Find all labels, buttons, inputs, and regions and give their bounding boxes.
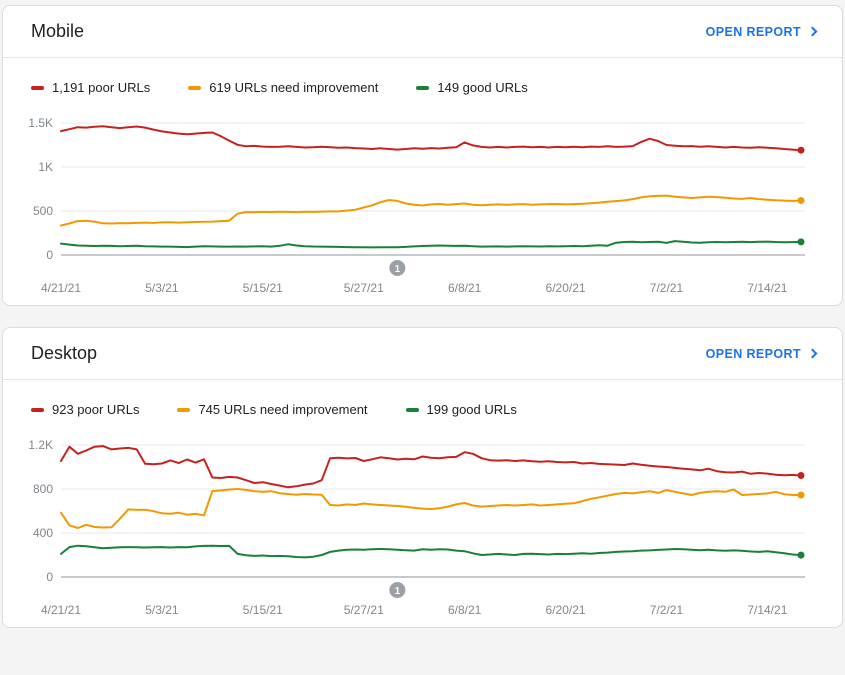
open-report-link[interactable]: OPEN REPORT bbox=[705, 346, 818, 361]
page-title: Desktop bbox=[31, 343, 98, 363]
legend-item-needs-improvement: 619 URLs need improvement bbox=[188, 80, 378, 95]
svg-text:1K: 1K bbox=[38, 160, 53, 174]
svg-text:7/2/21: 7/2/21 bbox=[650, 603, 684, 617]
svg-text:7/14/21: 7/14/21 bbox=[747, 603, 787, 617]
needs-improvement-swatch-icon bbox=[188, 85, 202, 90]
legend-label: 199 good URLs bbox=[426, 402, 517, 417]
svg-text:7/14/21: 7/14/21 bbox=[747, 281, 787, 295]
svg-text:5/27/21: 5/27/21 bbox=[344, 603, 384, 617]
svg-text:4/21/21: 4/21/21 bbox=[41, 603, 81, 617]
open-report-label: OPEN REPORT bbox=[705, 346, 801, 361]
svg-text:5/3/21: 5/3/21 bbox=[145, 281, 179, 295]
desktop-card-header: Desktop OPEN REPORT bbox=[3, 328, 842, 380]
legend-item-good: 149 good URLs bbox=[416, 80, 528, 95]
legend-label: 923 poor URLs bbox=[52, 402, 140, 417]
chevron-right-icon bbox=[807, 26, 818, 36]
annotation-marker[interactable] bbox=[389, 582, 406, 598]
desktop-chart-area: 0 400 800 1.2K 4/21/21 5/3/21 5/15/21 5/27/21 6/… bbox=[3, 431, 842, 627]
svg-text:400: 400 bbox=[33, 526, 53, 540]
svg-text:5/3/21: 5/3/21 bbox=[145, 603, 179, 617]
svg-text:6/20/21: 6/20/21 bbox=[546, 281, 586, 295]
page-title: Mobile bbox=[31, 21, 85, 41]
desktop-card: Desktop OPEN REPORT 923 poor URLs 745 UR… bbox=[2, 327, 843, 628]
svg-text:800: 800 bbox=[33, 482, 53, 496]
legend-label: 619 URLs need improvement bbox=[209, 80, 379, 95]
svg-text:7/2/21: 7/2/21 bbox=[650, 281, 684, 295]
svg-text:1.2K: 1.2K bbox=[28, 438, 53, 452]
svg-text:4/21/21: 4/21/21 bbox=[41, 281, 81, 295]
legend-item-poor: 923 poor URLs bbox=[31, 402, 139, 417]
mobile-chart-area: 0 500 1K 1.5K 4/21/21 5/3/21 5/15/21 5/27/21 6/8… bbox=[3, 109, 842, 305]
svg-text:5/27/21: 5/27/21 bbox=[344, 281, 384, 295]
svg-text:6/8/21: 6/8/21 bbox=[448, 281, 482, 295]
needs-improvement-swatch-icon bbox=[177, 407, 191, 412]
open-report-link[interactable]: OPEN REPORT bbox=[705, 24, 818, 39]
svg-text:5/15/21: 5/15/21 bbox=[243, 281, 283, 295]
legend-item-needs-improvement: 745 URLs need improvement bbox=[177, 402, 368, 417]
svg-text:6/8/21: 6/8/21 bbox=[448, 603, 482, 617]
svg-text:1: 1 bbox=[395, 264, 401, 275]
good-swatch-icon bbox=[405, 407, 419, 412]
legend-item-good: 199 good URLs bbox=[405, 402, 517, 417]
chevron-right-icon bbox=[807, 348, 818, 358]
mobile-card: Mobile OPEN REPORT 1,191 poor URLs 619 U… bbox=[2, 5, 843, 306]
svg-text:1: 1 bbox=[395, 586, 401, 597]
open-report-label: OPEN REPORT bbox=[705, 24, 801, 39]
legend-label: 149 good URLs bbox=[437, 80, 528, 95]
legend-label: 745 URLs need improvement bbox=[198, 402, 368, 417]
legend: 1,191 poor URLs 619 URLs need improvemen… bbox=[3, 58, 842, 95]
svg-text:6/20/21: 6/20/21 bbox=[546, 603, 586, 617]
svg-text:0: 0 bbox=[46, 570, 53, 584]
legend: 923 poor URLs 745 URLs need improvement … bbox=[3, 380, 842, 417]
svg-text:1.5K: 1.5K bbox=[28, 116, 53, 130]
poor-swatch-icon bbox=[31, 407, 44, 412]
svg-text:0: 0 bbox=[46, 248, 53, 262]
legend-label: 1,191 poor URLs bbox=[52, 80, 151, 95]
poor-swatch-icon bbox=[31, 85, 44, 90]
svg-text:500: 500 bbox=[33, 204, 53, 218]
mobile-chart[interactable]: 0 500 1K 1.5K 4/21/21 5/3/21 5/15/21 5/27/21 6/8… bbox=[3, 109, 842, 305]
desktop-chart[interactable]: 0 400 800 1.2K 4/21/21 5/3/21 5/15/21 5/27/21 6/… bbox=[3, 431, 842, 627]
mobile-card-header: Mobile OPEN REPORT bbox=[3, 6, 842, 58]
good-swatch-icon bbox=[416, 85, 430, 90]
svg-text:5/15/21: 5/15/21 bbox=[243, 603, 283, 617]
annotation-marker[interactable] bbox=[389, 260, 406, 276]
legend-item-poor: 1,191 poor URLs bbox=[31, 80, 150, 95]
